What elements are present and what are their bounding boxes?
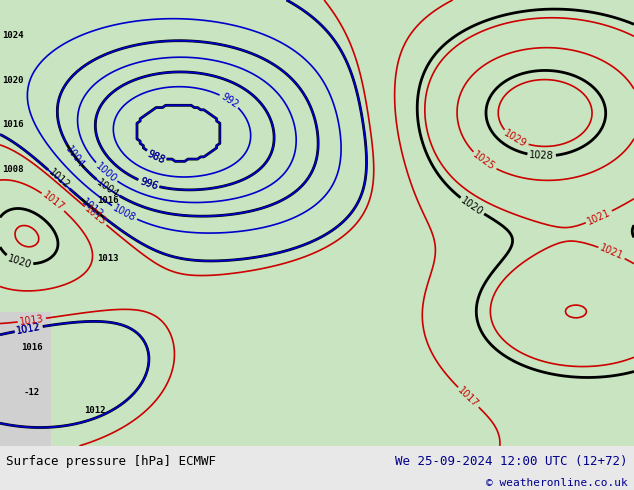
Text: 1016: 1016 (21, 343, 42, 352)
Text: 988: 988 (146, 148, 167, 165)
Text: 1021: 1021 (586, 207, 612, 227)
Text: 996: 996 (138, 176, 159, 192)
Polygon shape (32, 22, 602, 423)
Text: 1020: 1020 (459, 195, 485, 217)
Text: 988: 988 (146, 148, 167, 165)
Text: 1017: 1017 (41, 190, 66, 213)
Text: 1028: 1028 (529, 150, 554, 161)
Text: We 25-09-2024 12:00 UTC (12+72): We 25-09-2024 12:00 UTC (12+72) (395, 455, 628, 468)
Text: 1013: 1013 (19, 314, 44, 327)
Text: 1020: 1020 (6, 253, 32, 270)
Text: 996: 996 (138, 176, 159, 192)
Text: 1020: 1020 (2, 76, 23, 85)
Polygon shape (0, 0, 634, 446)
Text: 1017: 1017 (456, 385, 481, 410)
Text: 1024: 1024 (2, 31, 23, 40)
Text: 1004: 1004 (95, 177, 120, 199)
Text: 1012: 1012 (80, 196, 105, 220)
Text: 1016: 1016 (2, 121, 23, 129)
Text: -12: -12 (23, 388, 40, 397)
Text: 1000: 1000 (94, 161, 119, 184)
Text: 1008: 1008 (2, 165, 23, 174)
Text: 1016: 1016 (97, 196, 119, 205)
Text: 1025: 1025 (471, 150, 497, 172)
Text: 1029: 1029 (502, 128, 529, 149)
Text: Surface pressure [hPa] ECMWF: Surface pressure [hPa] ECMWF (6, 455, 216, 468)
Text: © weatheronline.co.uk: © weatheronline.co.uk (486, 478, 628, 489)
Text: 1013: 1013 (83, 204, 108, 227)
Text: 1004: 1004 (64, 144, 86, 170)
Polygon shape (0, 312, 51, 446)
Text: 1008: 1008 (111, 203, 138, 223)
Text: 1013: 1013 (97, 254, 119, 263)
Text: 1012: 1012 (16, 322, 42, 336)
Text: 1021: 1021 (598, 243, 625, 262)
Text: 1012: 1012 (84, 406, 106, 415)
Text: 1012: 1012 (16, 322, 42, 336)
Text: 992: 992 (219, 91, 240, 110)
Text: 1012: 1012 (46, 168, 71, 191)
